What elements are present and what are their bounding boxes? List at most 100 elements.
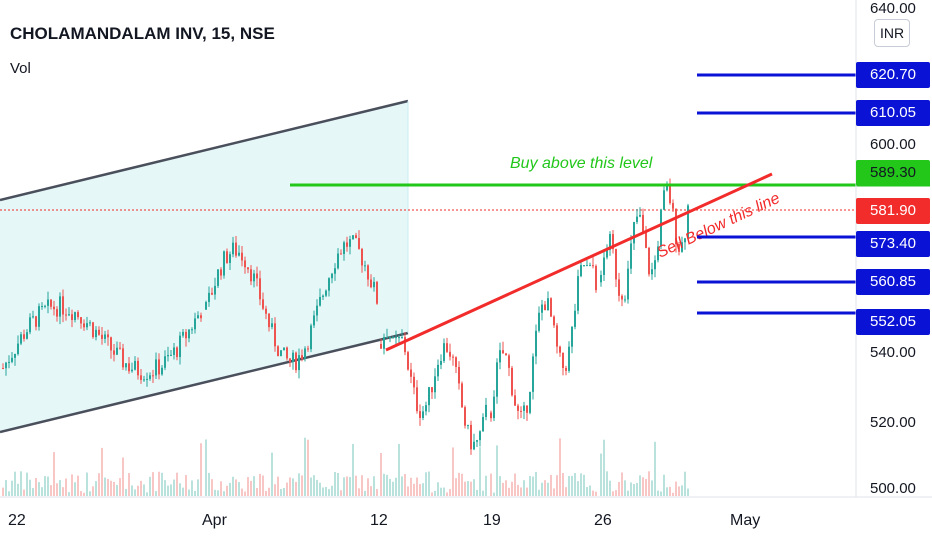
volume-indicator-label[interactable]: Vol bbox=[10, 60, 31, 77]
volume-bar bbox=[592, 490, 594, 496]
candle-body bbox=[140, 375, 142, 380]
date-axis-label: 26 bbox=[594, 512, 612, 529]
candle-body bbox=[621, 295, 623, 300]
candle-body bbox=[197, 315, 199, 319]
candle-body bbox=[410, 369, 412, 377]
sell-trend-line[interactable] bbox=[385, 172, 773, 352]
volume-bar bbox=[580, 473, 582, 496]
sell-annotation: Sell Below this line bbox=[655, 190, 783, 262]
candle-body bbox=[367, 265, 369, 280]
candle-body bbox=[319, 296, 321, 306]
candle-body bbox=[71, 314, 73, 321]
candle-body bbox=[2, 368, 4, 369]
candle-body bbox=[361, 248, 363, 266]
price-tag-current: 581.90 bbox=[856, 198, 930, 224]
volume-bar bbox=[104, 477, 106, 496]
volume-bar bbox=[89, 491, 91, 496]
candle-body bbox=[200, 315, 202, 319]
volume-bar bbox=[211, 479, 213, 496]
volume-bar bbox=[173, 479, 175, 496]
volume-bar bbox=[307, 439, 309, 496]
candle-body bbox=[56, 309, 58, 317]
candle-body bbox=[35, 316, 37, 327]
volume-bar bbox=[600, 453, 602, 496]
candle-body bbox=[280, 350, 282, 357]
volume-bar bbox=[92, 486, 94, 496]
candle-body bbox=[565, 368, 567, 371]
candle-body bbox=[642, 214, 644, 233]
volume-bar bbox=[176, 472, 178, 496]
volume-bar bbox=[346, 476, 348, 496]
candle-body bbox=[352, 235, 354, 240]
volume-bar bbox=[352, 443, 354, 496]
candle-body bbox=[149, 375, 151, 379]
volume-bar bbox=[630, 482, 632, 496]
volume-bar bbox=[410, 477, 412, 496]
candle-body bbox=[550, 298, 552, 317]
volume-bar bbox=[636, 482, 638, 496]
candle-body bbox=[107, 334, 109, 338]
candle-body bbox=[271, 323, 273, 328]
volume-bar bbox=[606, 471, 608, 496]
volume-bar bbox=[434, 490, 436, 496]
price-tag-573: 573.40 bbox=[856, 231, 930, 257]
candle-body bbox=[443, 343, 445, 361]
candle-body bbox=[544, 304, 546, 311]
volume-bar bbox=[191, 480, 193, 496]
volume-bar bbox=[137, 485, 139, 496]
volume-bar bbox=[328, 489, 330, 496]
candle-body bbox=[220, 269, 222, 276]
volume-bar bbox=[158, 471, 160, 496]
candle-body bbox=[295, 352, 297, 371]
candle-body bbox=[292, 352, 294, 363]
volume-bar bbox=[140, 480, 142, 496]
symbol-title[interactable]: CHOLAMANDALAM INV, 15, NSE bbox=[10, 24, 275, 43]
volume-bar bbox=[256, 487, 258, 496]
candle-body bbox=[556, 325, 558, 347]
currency-button[interactable]: INR bbox=[874, 19, 910, 47]
candle-body bbox=[446, 343, 448, 352]
candle-body bbox=[547, 298, 549, 311]
volume-bar bbox=[268, 487, 270, 496]
volume-bar bbox=[380, 452, 382, 496]
volume-bar bbox=[77, 475, 79, 496]
price-tag-552: 552.05 bbox=[856, 309, 930, 335]
candle-body bbox=[633, 222, 635, 244]
volume-bar bbox=[419, 484, 421, 496]
candle-body bbox=[571, 326, 573, 347]
volume-bar bbox=[289, 477, 291, 496]
candle-body bbox=[155, 359, 157, 376]
candle-body bbox=[490, 412, 492, 419]
volume-bar bbox=[223, 491, 225, 496]
volume-bar bbox=[232, 476, 234, 496]
volume-bar bbox=[517, 484, 519, 496]
volume-bar bbox=[361, 475, 363, 496]
candle-body bbox=[241, 252, 243, 261]
candle-body bbox=[194, 318, 196, 330]
channel-lower-line[interactable] bbox=[0, 331, 409, 434]
candle-body bbox=[152, 375, 154, 377]
volume-bar bbox=[286, 482, 288, 496]
volume-bar bbox=[633, 483, 635, 496]
candle-body bbox=[535, 330, 537, 357]
volume-bar bbox=[535, 471, 537, 496]
candle-body bbox=[26, 332, 28, 339]
candle-body bbox=[526, 405, 528, 413]
candle-body bbox=[262, 299, 264, 309]
candle-body bbox=[244, 260, 246, 268]
candle-body bbox=[499, 350, 501, 363]
candle-body bbox=[349, 239, 351, 247]
channel-upper-line[interactable] bbox=[0, 99, 409, 202]
volume-bar bbox=[116, 484, 118, 496]
volume-bar bbox=[511, 481, 513, 496]
volume-bar bbox=[241, 488, 243, 496]
volume-bar bbox=[556, 475, 558, 496]
candle-body bbox=[164, 356, 166, 368]
volume-bar bbox=[59, 480, 61, 496]
candle-body bbox=[517, 405, 519, 411]
candle-body bbox=[217, 269, 219, 286]
candle-body bbox=[83, 323, 85, 328]
candle-body bbox=[663, 190, 665, 210]
